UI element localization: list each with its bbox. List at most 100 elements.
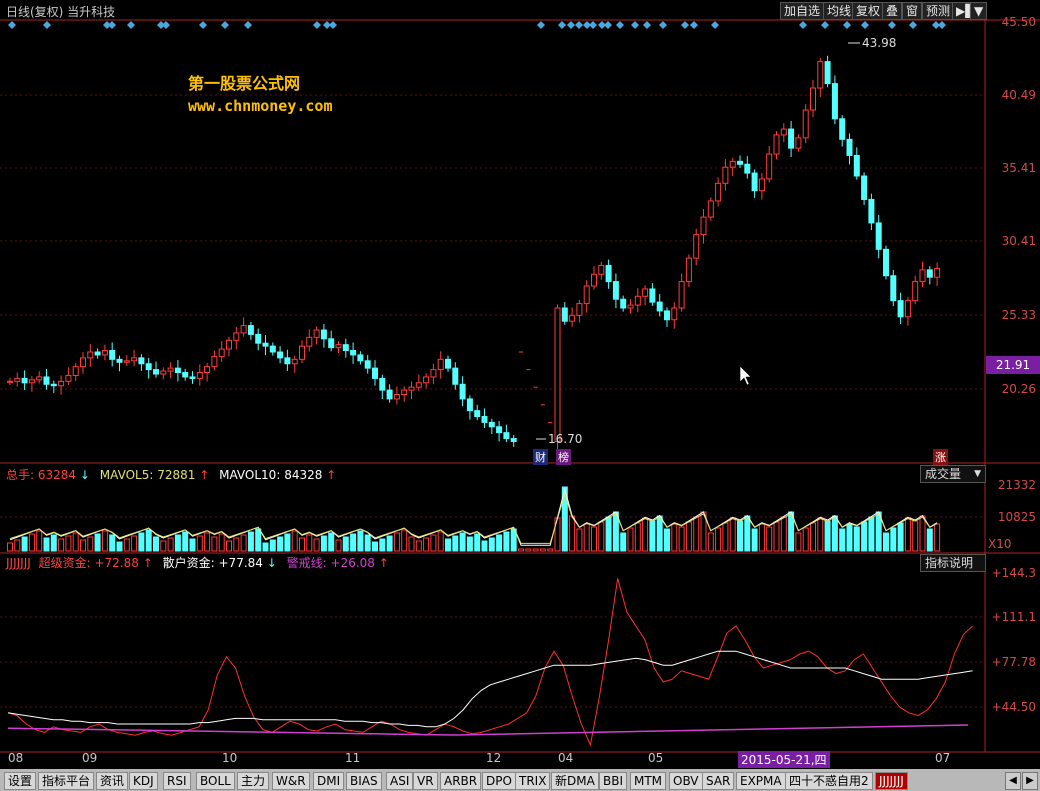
candle-body	[810, 87, 816, 111]
tab-11[interactable]: ASI	[386, 772, 414, 790]
tab-13[interactable]: ARBR	[440, 772, 482, 790]
price-axis-label: 25.33	[1001, 308, 1036, 322]
tab-3[interactable]: 资讯	[96, 772, 129, 790]
volume-bar	[620, 532, 627, 552]
volume-bar	[707, 532, 714, 552]
event-diamond-icon	[313, 21, 321, 29]
candle-body	[393, 394, 400, 400]
indicator-help-button[interactable]: 指标说明	[920, 554, 986, 572]
event-diamond-icon	[108, 21, 116, 29]
price-grid	[0, 94, 985, 708]
volume-total-value: 63284	[37, 468, 77, 482]
candle-body	[510, 438, 517, 442]
volume-bar	[634, 522, 641, 552]
candle-body	[386, 389, 393, 400]
volume-bar	[802, 527, 809, 552]
tab-8[interactable]: W&R	[272, 772, 310, 790]
tab-12[interactable]: VR	[413, 772, 438, 790]
add-watchlist-button[interactable]: 加自选	[780, 2, 825, 20]
tab-4[interactable]: KDJ	[129, 772, 158, 790]
candle-body	[189, 376, 196, 379]
candle-body	[437, 358, 444, 371]
volume-bar	[182, 531, 189, 552]
volume-bar	[94, 533, 101, 552]
tab-19[interactable]: OBV	[669, 772, 703, 790]
tab-2[interactable]: 指标平台	[38, 772, 95, 790]
volume-bar	[145, 529, 152, 552]
tab-7[interactable]: 主力	[237, 772, 270, 790]
tab-10[interactable]: BIAS	[346, 772, 382, 790]
up-arrow-icon: ↑	[142, 556, 153, 570]
volume-bar	[627, 527, 634, 552]
candle-body	[123, 360, 130, 363]
candle-body	[664, 310, 670, 321]
tab-14[interactable]: DPO	[482, 772, 516, 790]
volume-bar	[342, 536, 349, 552]
tab-20[interactable]: SAR	[702, 772, 735, 790]
volume-bar	[729, 517, 736, 552]
candle-body	[693, 234, 700, 259]
tab-5[interactable]: RSI	[163, 772, 191, 790]
volume-bar	[204, 532, 211, 552]
tab-1[interactable]: 设置	[4, 772, 37, 790]
candle-body	[101, 350, 108, 356]
candle-body	[277, 351, 284, 359]
volume-bar	[861, 521, 868, 552]
volume-bar	[868, 516, 875, 552]
candle-body	[218, 348, 225, 357]
super-fund-line	[7, 578, 973, 747]
candle-body	[591, 273, 597, 287]
rank-tag[interactable]: 榜	[556, 449, 571, 465]
tab-17[interactable]: BBI	[599, 772, 628, 790]
event-diamond-icon	[537, 21, 545, 29]
tab-9[interactable]: DMI	[313, 772, 345, 790]
mavol10-line	[9, 492, 938, 544]
volume-bar	[415, 540, 422, 552]
tab-18[interactable]: MTM	[630, 772, 667, 790]
candle-body	[466, 398, 473, 412]
tab-scroll-right-icon[interactable]: ▶	[1022, 772, 1038, 790]
cursor-date-label: 2015-05-21,四	[738, 751, 830, 768]
candle-body	[36, 376, 43, 381]
volume-bars	[7, 486, 941, 552]
volume-bar	[423, 537, 430, 552]
volume-bar	[664, 528, 670, 552]
candle-body	[853, 154, 860, 177]
candle-body	[729, 160, 736, 168]
volume-bar	[547, 548, 554, 552]
volume-bar	[466, 536, 473, 552]
candle-body	[372, 367, 378, 379]
tab-21[interactable]: EXPMA	[736, 772, 786, 790]
candle-body	[445, 358, 451, 369]
month-label: 05	[648, 751, 664, 765]
tab-15[interactable]: TRIX	[515, 772, 551, 790]
volume-bar	[671, 523, 678, 552]
candle-body	[576, 303, 583, 316]
candle-body	[722, 166, 729, 184]
forecast-button[interactable]: 预测	[922, 2, 955, 20]
alert-line-label: 警戒线:	[286, 556, 327, 570]
event-diamond-icon	[938, 21, 946, 29]
tab-16[interactable]: 新DMA	[551, 772, 599, 790]
tab-23[interactable]: JJJJJJJ	[875, 772, 908, 790]
finance-tag[interactable]: 财	[533, 449, 548, 465]
volume-bar	[919, 515, 926, 552]
volume-bar	[561, 486, 568, 552]
limit-up-tag[interactable]: 涨	[933, 449, 948, 465]
volume-bar	[379, 538, 386, 552]
volume-bar	[474, 533, 481, 552]
tab-scroll-left-icon[interactable]: ◀	[1005, 772, 1021, 790]
volume-bar	[80, 539, 86, 552]
tab-22[interactable]: 四十不惑自用2	[785, 772, 873, 790]
candle-body	[160, 370, 167, 375]
candle-body	[459, 383, 466, 400]
candle-body	[554, 307, 561, 442]
tab-6[interactable]: BOLL	[196, 772, 235, 790]
volume-bar	[897, 522, 904, 552]
volume-bar	[233, 537, 240, 552]
candle-body	[831, 83, 838, 120]
candle-body	[328, 338, 335, 349]
candle-body	[408, 386, 415, 391]
volume-panel-button[interactable]: 成交量 ▼	[920, 465, 986, 483]
